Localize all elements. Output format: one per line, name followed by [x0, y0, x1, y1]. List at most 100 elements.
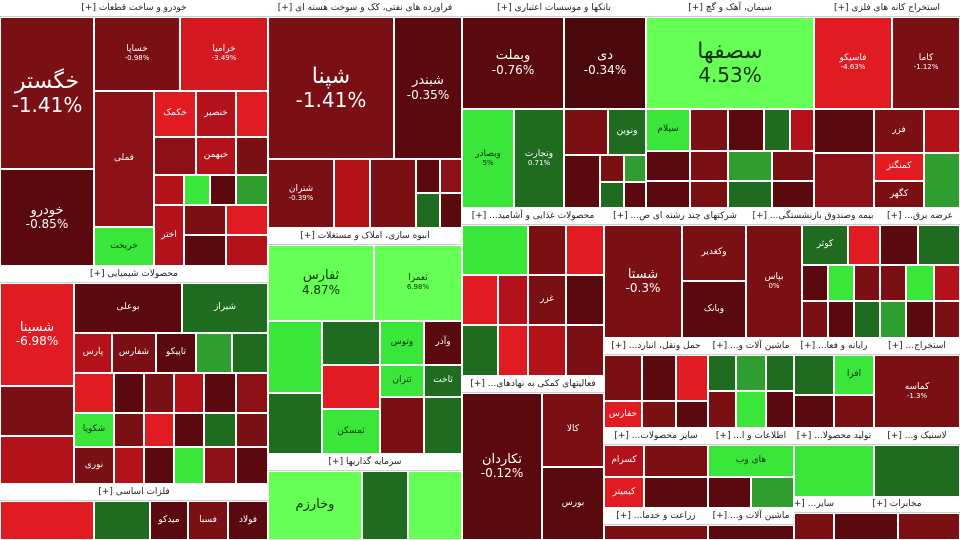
sector-multi[interactable]: شرکتهای چند رشته ای ص... [+] شستا -0.3% …	[604, 208, 746, 338]
treemap-tile[interactable]: خکمک	[154, 91, 196, 137]
sector-mining[interactable]: استخراج... [+] کماسه -1.3%	[874, 338, 960, 428]
sector-telecom[interactable]: مخابرات [+]	[834, 496, 960, 540]
treemap-tile[interactable]	[440, 193, 462, 228]
treemap-tile[interactable]	[924, 153, 960, 208]
treemap-tile[interactable]	[934, 301, 960, 338]
treemap-tile[interactable]	[416, 159, 440, 193]
treemap-tile[interactable]	[624, 182, 646, 208]
sector-title[interactable]: بیمه وصندوق بازنشستگی... [+]	[746, 208, 880, 225]
treemap-tile[interactable]: دی -0.34%	[564, 17, 646, 109]
treemap-tile[interactable]	[814, 109, 874, 153]
treemap-tile[interactable]	[498, 325, 528, 376]
treemap-tile[interactable]	[144, 373, 174, 413]
treemap-tile[interactable]: کگهر	[874, 181, 924, 208]
treemap-tile[interactable]	[918, 225, 960, 265]
treemap-tile[interactable]	[880, 265, 906, 301]
treemap-tile[interactable]	[690, 109, 728, 151]
sector-power[interactable]: عرضه برق... [+]	[880, 208, 960, 338]
treemap-tile[interactable]	[268, 321, 322, 393]
sector-information[interactable]: اطلاعات و ا... [+] های وب	[708, 428, 794, 508]
sector-other[interactable]: سایر... [+]	[794, 496, 834, 540]
sector-title[interactable]: ماشین آلات و... [+]	[708, 508, 794, 525]
treemap-tile[interactable]: فملی	[94, 91, 154, 227]
treemap-tile[interactable]: وآذر	[424, 321, 462, 365]
treemap-tile[interactable]	[644, 477, 708, 508]
treemap-tile[interactable]	[528, 225, 566, 275]
treemap-tile[interactable]	[708, 477, 751, 508]
treemap-tile[interactable]	[322, 365, 380, 409]
treemap-tile[interactable]	[0, 501, 94, 540]
treemap-tile[interactable]: میدکو	[150, 501, 188, 540]
treemap-tile[interactable]	[794, 355, 834, 395]
treemap-tile[interactable]	[380, 397, 424, 454]
treemap-tile[interactable]	[924, 109, 960, 153]
treemap-tile[interactable]: کسرام	[604, 445, 644, 477]
treemap-tile[interactable]: شیراز	[182, 283, 268, 333]
sector-banks[interactable]: بانکها و موسسات اعتباری [+] وبملت -0.76%…	[462, 0, 646, 208]
treemap-tile[interactable]	[751, 477, 794, 508]
sector-title[interactable]: بانکها و موسسات اعتباری [+]	[462, 0, 646, 17]
treemap-tile[interactable]: اختر	[154, 205, 184, 266]
treemap-tile[interactable]	[564, 109, 608, 155]
treemap-tile[interactable]: های وب	[708, 445, 794, 477]
treemap-tile[interactable]	[0, 386, 74, 436]
treemap-tile[interactable]	[604, 525, 708, 540]
treemap-tile[interactable]	[498, 275, 528, 325]
treemap-tile[interactable]	[528, 325, 566, 376]
sector-title[interactable]: سرمایه گذاریها [+]	[268, 454, 462, 471]
treemap-tile[interactable]	[462, 275, 498, 325]
treemap-tile[interactable]: شپنا -1.41%	[268, 17, 394, 159]
treemap-tile[interactable]	[728, 181, 772, 208]
treemap-tile[interactable]	[790, 109, 814, 151]
treemap-tile[interactable]	[236, 175, 268, 205]
treemap-tile[interactable]	[144, 413, 174, 447]
treemap-tile[interactable]	[708, 355, 736, 391]
sector-title[interactable]: سایر... [+]	[794, 496, 834, 513]
treemap-tile[interactable]: وکغدیر	[682, 225, 746, 281]
treemap-tile[interactable]	[440, 159, 462, 193]
treemap-tile[interactable]: پارس	[74, 333, 112, 373]
treemap-tile[interactable]	[74, 373, 114, 413]
treemap-tile[interactable]	[174, 447, 204, 484]
sector-agriculture[interactable]: زراعت و خدما... [+]	[604, 508, 708, 540]
treemap-tile[interactable]	[196, 333, 232, 373]
sector-title[interactable]: مخابرات [+]	[834, 496, 960, 513]
treemap-tile[interactable]: وخارزم	[268, 471, 362, 540]
sector-machinery-2[interactable]: ماشین آلات و... [+]	[708, 508, 794, 540]
treemap-tile[interactable]	[690, 181, 728, 208]
sector-title[interactable]: تولید محصولا... [+]	[794, 428, 874, 445]
treemap-tile[interactable]	[728, 109, 764, 151]
sector-title[interactable]: محصولات غذایی و آشامید... [+]	[462, 208, 604, 225]
treemap-tile[interactable]: نوری	[74, 447, 114, 484]
sector-investments[interactable]: سرمایه گذاریها [+] وخارزم	[268, 454, 462, 540]
treemap-tile[interactable]	[268, 393, 322, 454]
treemap-tile[interactable]: کاما -1.12%	[892, 17, 960, 109]
treemap-tile[interactable]: شستا -0.3%	[604, 225, 682, 338]
sector-title[interactable]: رایانه و فعا... [+]	[794, 338, 874, 355]
sector-food[interactable]: محصولات غذایی و آشامید... [+] غزر	[462, 208, 604, 376]
treemap-tile[interactable]: وبملت -0.76%	[462, 17, 564, 109]
treemap-tile[interactable]	[764, 109, 790, 151]
treemap-tile[interactable]: بپاس 0%	[746, 225, 802, 338]
treemap-tile[interactable]: سصفها 4.53%	[646, 17, 814, 109]
treemap-tile[interactable]	[676, 401, 708, 428]
sector-auto[interactable]: خودرو و ساخت قطعات [+] خگستر -1.41% خودر…	[0, 0, 268, 266]
treemap-tile[interactable]	[236, 91, 268, 137]
treemap-tile[interactable]: کماسه -1.3%	[874, 355, 960, 428]
treemap-tile[interactable]	[94, 501, 150, 540]
treemap-tile[interactable]	[174, 413, 204, 447]
sector-insurance[interactable]: بیمه وصندوق بازنشستگی... [+] بپاس 0% کوث…	[746, 208, 880, 338]
sector-financial-aux[interactable]: فعالیتهای کمکی به نهادهای... [+] تکاردان…	[462, 376, 604, 540]
treemap-tile[interactable]	[604, 355, 642, 401]
treemap-tile[interactable]	[566, 225, 604, 275]
treemap-tile[interactable]: شتران -0.39%	[268, 159, 334, 228]
treemap-tile[interactable]	[0, 436, 74, 484]
sector-title[interactable]: محصولات شیمیایی [+]	[0, 266, 268, 283]
treemap-tile[interactable]: خریخت	[94, 227, 154, 266]
treemap-tile[interactable]: افرا	[834, 355, 874, 395]
treemap-tile[interactable]	[690, 151, 728, 181]
treemap-tile[interactable]: خرامیا -3.49%	[180, 17, 268, 91]
sector-title[interactable]: استخراج کانه های فلزی [+]	[814, 0, 960, 17]
treemap-tile[interactable]	[236, 373, 268, 413]
treemap-tile[interactable]	[766, 355, 794, 391]
